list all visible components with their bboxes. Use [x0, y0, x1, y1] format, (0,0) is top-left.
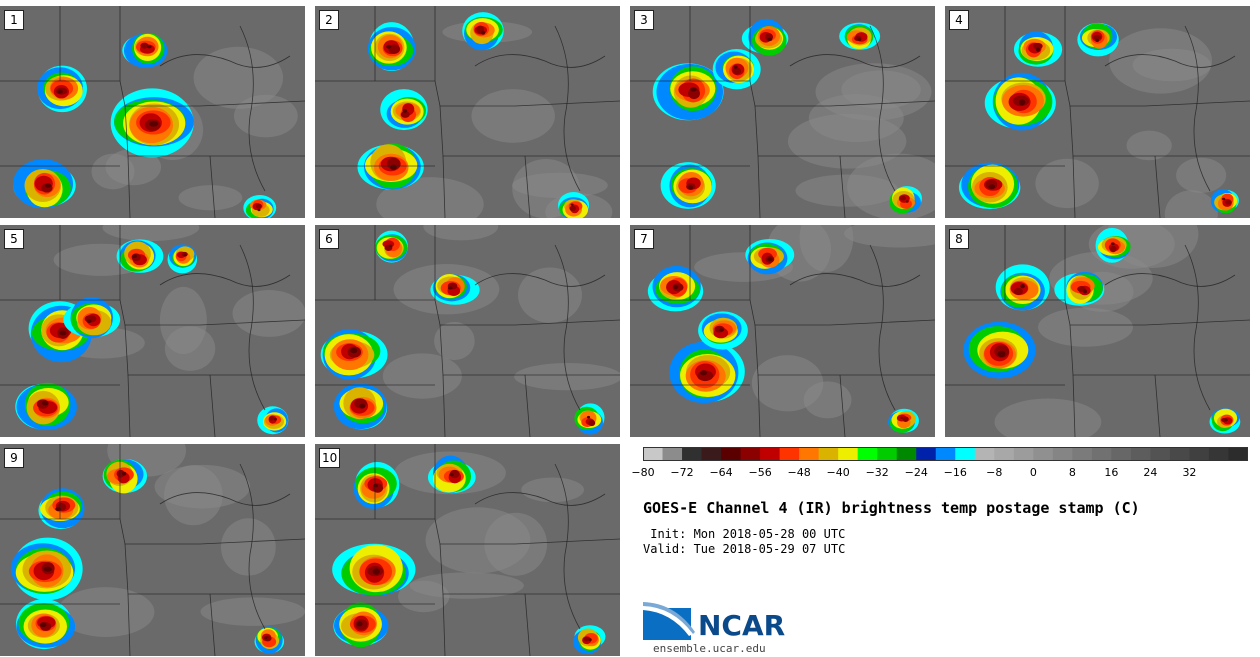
panel-number-label: 4	[949, 10, 969, 30]
colorbar-segment	[935, 447, 956, 461]
colorbar-segment	[701, 447, 722, 461]
colorbar-segment	[760, 447, 781, 461]
panel-3: 3	[630, 6, 935, 218]
panel-number-label: 8	[949, 229, 969, 249]
colorbar-segment	[740, 447, 761, 461]
panel-number-label: 6	[319, 229, 339, 249]
panel-4: 4	[945, 6, 1250, 218]
colorbar-segment	[1208, 447, 1229, 461]
colorbar-segment	[721, 447, 742, 461]
panel-number-label: 10	[319, 448, 341, 468]
colorbar-segment	[1150, 447, 1171, 461]
colorbar-segment	[916, 447, 937, 461]
valid-time: Valid: Tue 2018-05-29 07 UTC	[643, 542, 846, 556]
colorbar-segment	[1189, 447, 1210, 461]
panel-number-label: 2	[319, 10, 339, 30]
colorbar-tick-label: −8	[986, 466, 1003, 479]
ir-satellite-map	[945, 6, 1250, 218]
colorbar-segment	[955, 447, 976, 461]
colorbar-tick-label: −24	[904, 466, 928, 479]
colorbar-segment	[662, 447, 683, 461]
colorbar-tick-label: −40	[826, 466, 850, 479]
colorbar-tick-label: 8	[1068, 466, 1076, 479]
colorbar-segment	[1052, 447, 1073, 461]
panel-2: 2	[315, 6, 620, 218]
panel-number-label: 7	[634, 229, 654, 249]
ir-satellite-map	[315, 6, 620, 218]
ncar-url: ensemble.ucar.edu	[653, 642, 766, 655]
ir-satellite-map	[315, 225, 620, 437]
colorbar-segment	[994, 447, 1015, 461]
ir-satellite-map	[630, 6, 935, 218]
figure-title: GOES-E Channel 4 (IR) brightness temp po…	[643, 499, 1140, 517]
colorbar-segment	[877, 447, 898, 461]
colorbar-tick-label: −80	[631, 466, 655, 479]
colorbar-segment	[1111, 447, 1132, 461]
init-time: Init: Mon 2018-05-28 00 UTC	[643, 527, 846, 541]
ncar-logo-text: NCAR	[698, 609, 786, 642]
colorbar-segment	[857, 447, 878, 461]
ir-satellite-map	[945, 225, 1250, 437]
panel-number-label: 3	[634, 10, 654, 30]
panel-10: 10	[315, 444, 620, 656]
colorbar-segment	[682, 447, 703, 461]
panel-number-label: 1	[4, 10, 24, 30]
ir-satellite-map	[0, 225, 305, 437]
colorbar-tick-label: 32	[1182, 466, 1197, 479]
temperature-colorbar	[643, 447, 1248, 461]
colorbar-segment	[1013, 447, 1034, 461]
ir-satellite-map	[0, 444, 305, 656]
panel-number-label: 9	[4, 448, 24, 468]
colorbar-segment	[896, 447, 917, 461]
colorbar-tick-label: −56	[748, 466, 772, 479]
panel-6: 6	[315, 225, 620, 437]
colorbar-segment	[838, 447, 859, 461]
colorbar-tick-label: −32	[865, 466, 889, 479]
colorbar-segment	[1130, 447, 1151, 461]
panel-1: 1	[0, 6, 305, 218]
colorbar-tick-label: −48	[787, 466, 811, 479]
ir-satellite-map	[315, 444, 620, 656]
colorbar-tick-label: 24	[1143, 466, 1158, 479]
panel-9: 9	[0, 444, 305, 656]
ncar-logo-icon	[643, 602, 695, 640]
colorbar-segment	[779, 447, 800, 461]
colorbar-tick-label: 0	[1029, 466, 1037, 479]
colorbar-tick-label: 16	[1104, 466, 1119, 479]
colorbar-segment	[799, 447, 820, 461]
colorbar-segment	[1072, 447, 1093, 461]
panel-number-label: 5	[4, 229, 24, 249]
colorbar-segment	[1033, 447, 1054, 461]
colorbar-segment	[1228, 447, 1248, 461]
colorbar-segment	[1091, 447, 1112, 461]
ir-satellite-map	[630, 225, 935, 437]
colorbar-segment	[818, 447, 839, 461]
ir-satellite-map	[0, 6, 305, 218]
colorbar-segment	[974, 447, 995, 461]
panel-7: 7	[630, 225, 935, 437]
colorbar-segment	[1169, 447, 1190, 461]
colorbar-segment	[643, 447, 664, 461]
colorbar-tick-label: −64	[709, 466, 733, 479]
panel-8: 8	[945, 225, 1250, 437]
colorbar-tick-label: −72	[670, 466, 694, 479]
colorbar-tick-label: −16	[943, 466, 967, 479]
panel-5: 5	[0, 225, 305, 437]
